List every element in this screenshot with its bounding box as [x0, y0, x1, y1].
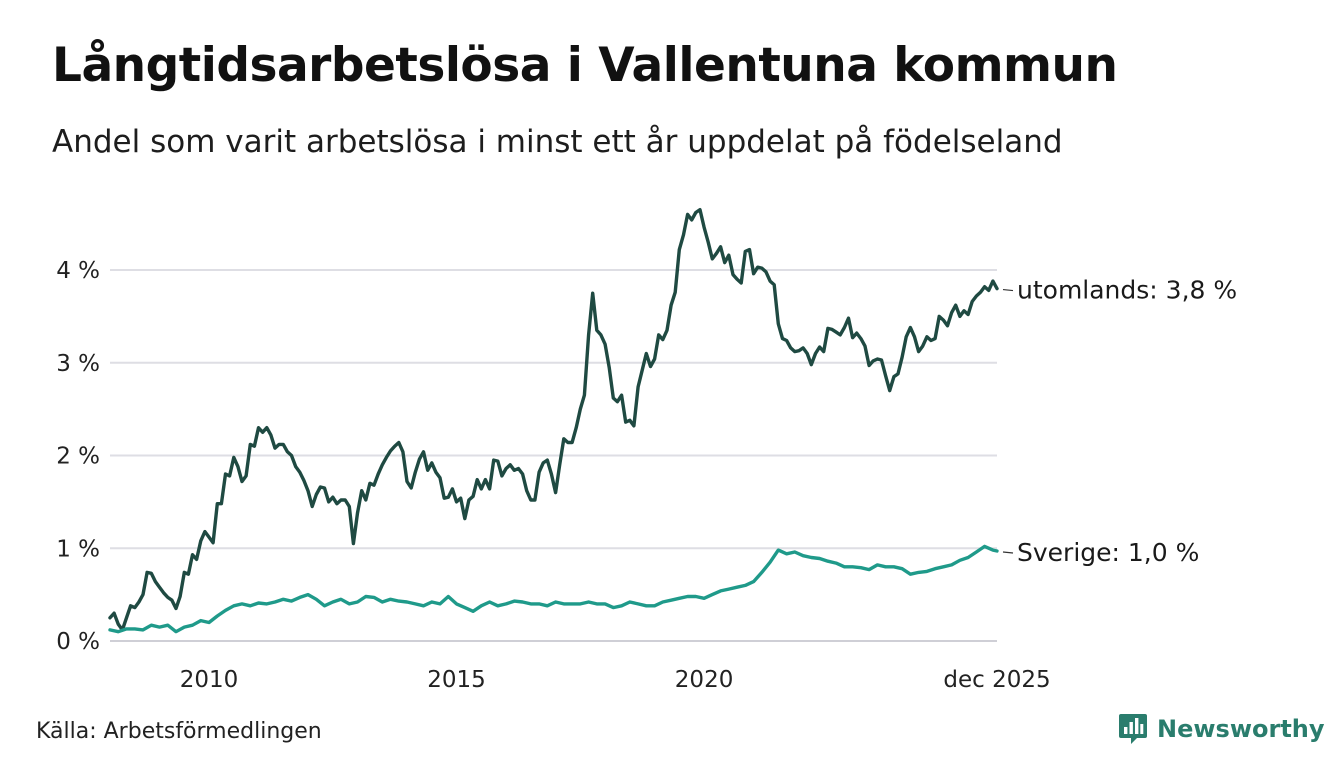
x-axis-ticks: 2010 2015 2020 dec 2025: [180, 667, 1051, 693]
end-label-utomlands: utomlands: 3,8 %: [1017, 276, 1237, 305]
x-tick-label: 2010: [180, 667, 239, 693]
y-tick-label: 3 %: [56, 351, 100, 377]
x-tick-label: dec 2025: [943, 667, 1050, 693]
grid-lines: [110, 269, 997, 642]
y-tick-label: 4 %: [56, 258, 100, 284]
x-tick-label: 2020: [675, 667, 734, 693]
chart-subtitle: Andel som varit arbetslösa i minst ett å…: [52, 124, 1063, 160]
y-axis-ticks: 0 % 1 % 2 % 3 % 4 %: [56, 258, 100, 655]
end-label-leader: [1002, 551, 1014, 554]
series-line-utomlands: [108, 208, 999, 632]
brand-name: Newsworthy: [1157, 715, 1325, 743]
series-line-sverige: [108, 544, 999, 634]
end-labels: utomlands: 3,8 % Sverige: 1,0 %: [1002, 276, 1237, 567]
end-label-sverige: Sverige: 1,0 %: [1017, 538, 1199, 567]
y-tick-label: 0 %: [56, 629, 100, 655]
newsworthy-logo-icon: [1119, 714, 1147, 744]
x-tick-label: 2015: [427, 667, 486, 693]
chart-title: Långtidsarbetslösa i Vallentuna kommun: [52, 38, 1118, 93]
brand-logo[interactable]: Newsworthy: [1118, 712, 1325, 746]
y-tick-label: 2 %: [56, 444, 100, 470]
end-label-leader: [1002, 288, 1014, 292]
series-lines: [108, 208, 999, 634]
y-tick-label: 1 %: [56, 536, 100, 562]
source-note: Källa: Arbetsförmedlingen: [36, 719, 322, 744]
